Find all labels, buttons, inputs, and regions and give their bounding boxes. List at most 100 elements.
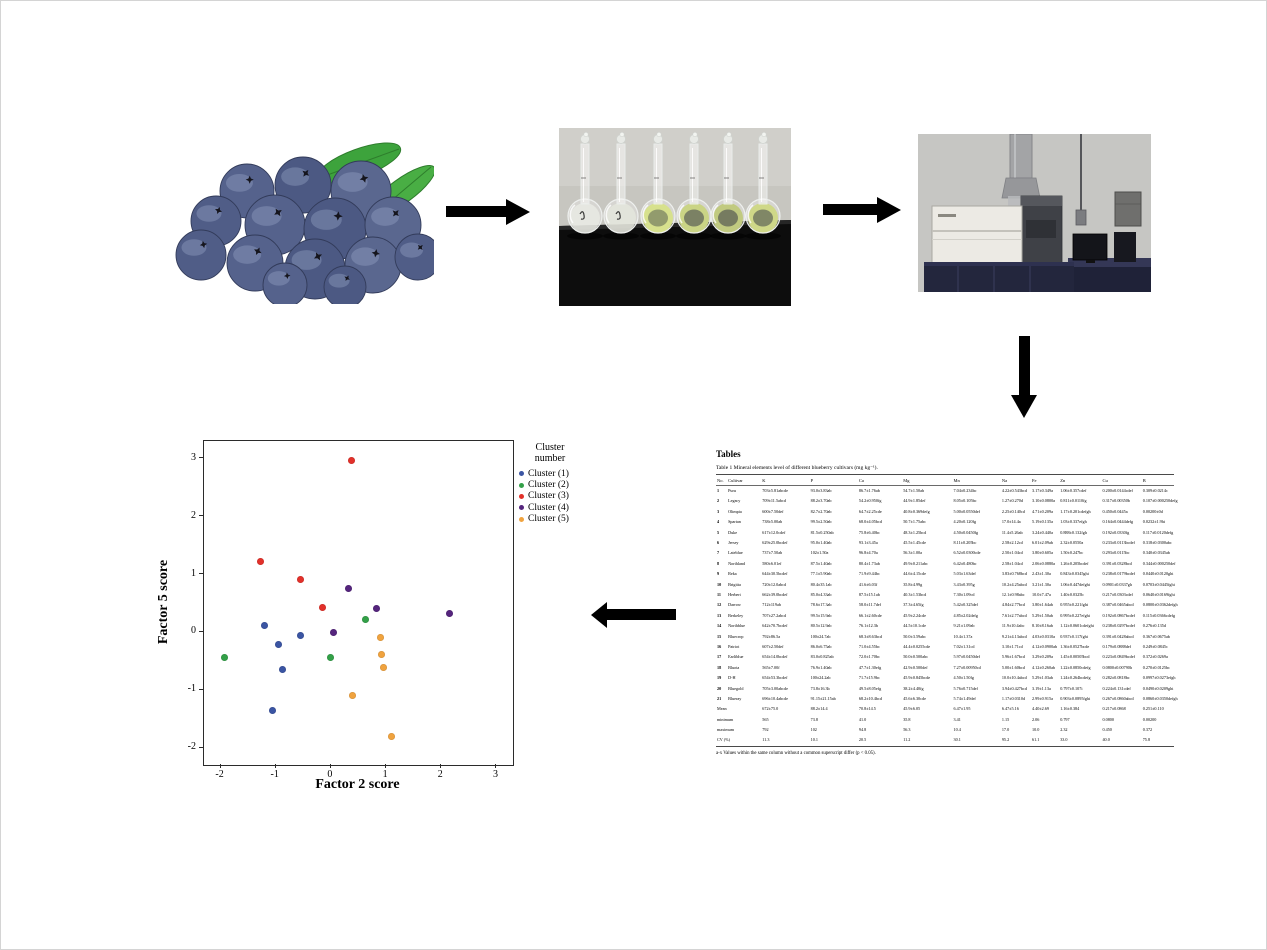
table-cell: 0.282±0.0818bc	[1102, 675, 1130, 681]
table-cell: 33.0	[1060, 737, 1068, 743]
table-cell: 0.0640±0.0169fghi	[1142, 592, 1175, 597]
table-cell: 19	[717, 675, 722, 681]
table-cell: 9.21±4.13abcd	[1001, 633, 1027, 639]
legend-items: Cluster (1) Cluster (2) Cluster (3) Cluster…	[517, 468, 612, 525]
table-cell: 10.0	[1032, 727, 1040, 733]
table-column-header: Mn	[952, 474, 1001, 486]
table-cell: 38.2±4.40fg	[903, 685, 924, 691]
table-cell: 15	[717, 633, 722, 639]
scatter-point	[274, 641, 282, 649]
table-cell: 0.267±0.0860abcd	[1102, 695, 1134, 701]
table-cell: 7.27±0.00950cd	[953, 664, 981, 670]
table-cell: 0.903±0.0895fghi	[1060, 695, 1091, 701]
table-row: 10 Brigitta 720±12.0abcd 80.4±35.1ab 41.6±6.…	[716, 580, 1175, 590]
legend-item-label: Cluster (1)	[528, 468, 569, 479]
table-cell: 40.3±1.53bcd	[903, 592, 927, 597]
table-column-header: Ca	[857, 474, 903, 486]
table-cell: 0.811±0.0110fg	[1060, 498, 1087, 504]
y-tick-mark	[199, 515, 203, 517]
table-cell: Olimpia	[728, 508, 742, 514]
table-cell: 11.9±10.4abc	[1001, 623, 1025, 629]
table-cell: 3.43±0.395g	[953, 581, 975, 587]
table-cell: 49.5±8.05efg	[858, 685, 882, 691]
table-cell: 5.29±1.03ab	[1032, 675, 1053, 681]
table-cell: 5.42±0.325def	[953, 602, 978, 608]
table-cell: 5.97±0.0450def	[953, 654, 981, 660]
table-cell: 7.30±1.09cd	[953, 592, 975, 597]
table-cell: 6.01±2.09ab	[1032, 540, 1053, 546]
table-cell: Jersey	[728, 540, 739, 546]
table-cell: 71.0±4.55bc	[858, 643, 880, 649]
table-cell: 0.797±0.107i	[1060, 685, 1083, 691]
table-cell: Puru	[728, 488, 736, 494]
table-cell: 44.5±10.1cde	[903, 623, 926, 629]
table-cell: 86.0±6.75ab	[810, 643, 832, 649]
table-cell: 0.367±0.0675ab	[1142, 633, 1170, 639]
table-row: 12 Darrow 712±119ab 78.6±17.3ab 58.0±11.7def…	[716, 600, 1178, 610]
table-cell: 95.2	[1001, 737, 1010, 743]
table-cell: 96.8±4.70a	[858, 550, 878, 556]
table-cell: 1.36±0.0527bcde	[1060, 643, 1090, 649]
tables-heading: Tables	[716, 449, 741, 459]
table-cell: 91.15±21.15ab	[810, 695, 836, 701]
table-row: 21 Blueray 696±10.4abcde 91.15±21.15ab 68.2±…	[716, 694, 1178, 704]
table-cell: 0.797	[1060, 716, 1070, 722]
table-row: 8 Northland 580±6.01ef 87.5±1.40ab 80.4±1.73…	[716, 559, 1175, 569]
table-cell: 10.4±1.37a	[953, 633, 973, 639]
table-cell: 47.7±1.30efg	[858, 664, 882, 670]
table-cell: 3.94±0.427bcd	[1001, 685, 1027, 691]
berry	[323, 265, 367, 304]
table-cell: 5.00±1.60bcd	[1001, 664, 1025, 670]
table-cell: 6.47±5.16	[1001, 706, 1019, 712]
table-cell: 0.387±0.0465abcd	[1102, 602, 1134, 608]
table-row: 3 Olimpia 600±7.50def 82.7±2.70ab 64.7±2.25c…	[716, 507, 1174, 517]
table-cell: 40.8±0.369defg	[903, 508, 930, 514]
volumetric-flask	[745, 132, 781, 240]
table-cell: Spartan	[728, 519, 741, 525]
table-cell: 54.2±0.950fg	[858, 498, 882, 504]
table-cell: 82.7±2.70ab	[810, 508, 832, 514]
table-cell: 77.1±5.90ab	[810, 571, 832, 577]
table-cell: 0.293±0.0115bc	[1102, 550, 1130, 556]
hanging-cable	[1080, 134, 1082, 214]
arrow-head	[506, 198, 530, 225]
table-cell: 0.270±0.0125bc	[1142, 664, 1170, 670]
table-cell: 4.03±0.0310a	[1032, 633, 1056, 639]
table-cell: 0.0800±0.00790h	[1102, 664, 1132, 670]
instrument-photo-drawing	[918, 134, 1151, 292]
table-row: 9 Reka 644±30.5bcdef 77.1±5.90ab 71.9±9.44bc…	[716, 569, 1174, 579]
y-tick-mark	[199, 457, 203, 459]
table-cell: 0.192±0.0330fg	[1102, 529, 1130, 535]
table-column-header: Mg	[902, 474, 953, 486]
table-row: 14 Northblue 642±70.7bcdef 80.5±12.9ab 76.1±…	[716, 621, 1174, 631]
table-cell: 12.1±0.98abc	[1001, 592, 1025, 597]
table-cell: 9.21±1.09ab	[953, 623, 975, 629]
table-row: 11 Herbert 662±39.0bcdef 85.0±4.33ab 87.5±15…	[716, 590, 1175, 600]
blueberry-fruit-photo	[169, 139, 434, 304]
table-cell: 3.24±0.440a	[1032, 529, 1053, 535]
table-cell: 0.238±0.0179bcdef	[1102, 571, 1135, 577]
table-cell: 5.74±1.49def	[953, 695, 976, 701]
table-cell: 10	[717, 581, 722, 587]
y-tick-mark	[199, 573, 203, 575]
table-cell: Bluota	[728, 664, 740, 670]
table-cell: 0.995±0.227efghi	[1060, 612, 1090, 618]
table-cell: 662±39.0bcdef	[762, 592, 788, 597]
table-cell: 3.80±0.605a	[1032, 550, 1053, 556]
y-tick-label: 0	[191, 625, 196, 637]
table-footnote: a-x Values within the same column withou…	[716, 750, 876, 756]
table-cell: 93.0±3.83ab	[810, 488, 832, 494]
table-column-header: Fe	[1031, 474, 1060, 486]
flasks-photo-drawing	[559, 128, 791, 306]
y-tick-label: 2	[191, 509, 196, 521]
table-cell: 68.0±4.05bcd	[858, 519, 882, 525]
table-cell: 56.3±1.00a	[903, 550, 923, 556]
table-cell: 44.4±0.0255cde	[903, 643, 931, 649]
table-cell: 0.00200±0d	[1142, 508, 1163, 514]
wall-panel	[1114, 191, 1142, 227]
scatter-point	[297, 576, 305, 584]
table-column-header: No.	[716, 474, 728, 486]
volumetric-flask	[603, 132, 639, 240]
table-cell: 709±11.5abcd	[762, 498, 786, 504]
table-cell: 10.2±4.25abcd	[1001, 581, 1027, 587]
